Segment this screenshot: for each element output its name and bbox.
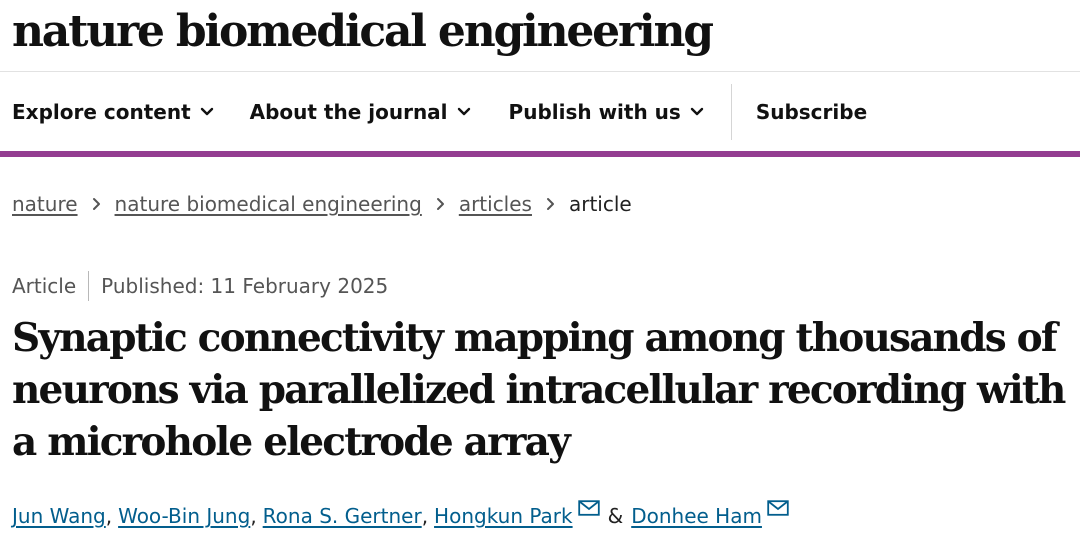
breadcrumb-nature-biomedical-engineering[interactable]: nature biomedical engineering: [114, 192, 422, 216]
journal-masthead[interactable]: nature biomedical engineering: [12, 5, 714, 57]
email-icon[interactable]: [577, 500, 600, 516]
author-comma: ,: [421, 504, 429, 528]
nav-subscribe-label: Subscribe: [755, 100, 868, 124]
chevron-down-icon: [200, 107, 214, 117]
nav-publish-with-us[interactable]: Publish with us: [509, 100, 704, 124]
chevron-down-icon: [690, 107, 704, 117]
author-link[interactable]: Rona S. Gertner: [262, 504, 422, 528]
header-divider: [0, 71, 1080, 72]
author-link[interactable]: Hongkun Park: [434, 504, 573, 528]
nav-explore-content-label: Explore content: [12, 100, 191, 124]
chevron-right-icon: [546, 197, 555, 211]
author-comma: ,: [250, 504, 257, 528]
article-title: Synaptic connectivity mapping among thou…: [12, 315, 1066, 465]
nav-publish-with-us-label: Publish with us: [508, 100, 681, 124]
author-comma: ,: [105, 504, 113, 528]
main-nav: Explore content About the journal Publis…: [0, 84, 1080, 140]
breadcrumb-articles[interactable]: articles: [458, 192, 532, 216]
nav-about-journal[interactable]: About the journal: [250, 100, 471, 124]
email-icon[interactable]: [767, 500, 789, 516]
article-meta: Article Published: 11 February 2025: [12, 270, 388, 302]
nav-separator: [730, 84, 732, 140]
breadcrumb-nature[interactable]: nature: [12, 192, 78, 216]
article-type: Article: [12, 274, 77, 298]
author-link[interactable]: Jun Wang: [12, 504, 106, 528]
accent-bar: [0, 151, 1080, 157]
author-ampersand: &: [607, 504, 624, 528]
chevron-down-icon: [457, 107, 471, 117]
nav-about-journal-label: About the journal: [249, 100, 448, 124]
author-link[interactable]: Woo-Bin Jung: [118, 504, 251, 528]
nav-explore-content[interactable]: Explore content: [12, 100, 214, 124]
nav-subscribe[interactable]: Subscribe: [756, 100, 867, 124]
published-date: Published: 11 February 2025: [101, 274, 389, 298]
chevron-right-icon: [436, 197, 445, 211]
meta-divider: [88, 271, 90, 301]
author-link[interactable]: Donhee Ham: [631, 504, 762, 528]
breadcrumb-current: article: [568, 192, 632, 216]
breadcrumb: nature nature biomedical engineering art…: [12, 190, 632, 218]
author-list: Jun Wang, Woo-Bin Jung, Rona S. Gertner,…: [12, 500, 789, 532]
chevron-right-icon: [92, 197, 101, 211]
